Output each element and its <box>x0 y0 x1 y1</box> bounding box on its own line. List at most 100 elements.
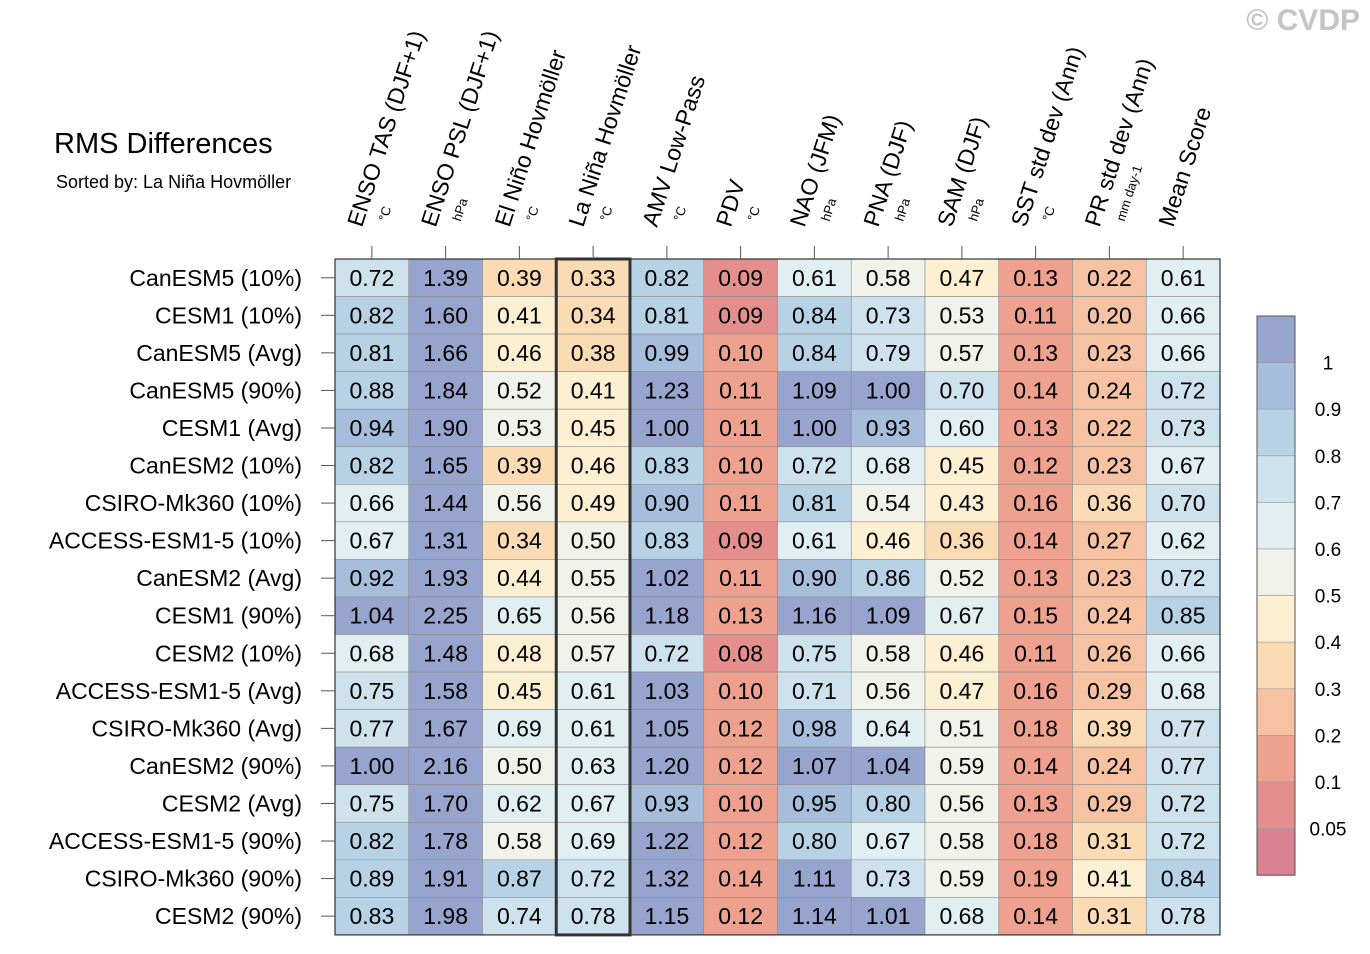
cell-value-label: 0.16 <box>1013 678 1058 704</box>
cell-value-label: 0.70 <box>939 377 984 403</box>
cell-value-label: 0.23 <box>1087 453 1132 479</box>
cell-value-label: 1.70 <box>423 790 468 816</box>
heatmap-cell <box>1145 897 1221 936</box>
cell-value-label: 0.78 <box>1161 903 1206 929</box>
cell-value-label: 0.23 <box>1087 565 1132 591</box>
cell-value-label: 1.67 <box>423 715 468 741</box>
cell-value-label: 0.11 <box>719 565 762 591</box>
heatmap-cell <box>850 408 926 448</box>
cell-value-label: 0.75 <box>792 640 837 666</box>
heatmap-cell <box>334 333 410 372</box>
heatmap-cell <box>703 371 778 410</box>
cell-value-label: 0.67 <box>571 790 616 816</box>
cell-value-label: 0.20 <box>1087 302 1132 328</box>
cell-value-label: 0.68 <box>1161 678 1206 704</box>
heatmap-cell <box>777 596 852 635</box>
heatmap-cell <box>850 859 926 898</box>
cell-value-label: 1.18 <box>644 603 689 629</box>
heatmap-cell <box>555 408 631 448</box>
heatmap-cell <box>408 897 483 936</box>
cell-value-label: 0.89 <box>349 866 394 892</box>
cell-value-label: 1.22 <box>644 828 689 854</box>
cell-value-label: 1.09 <box>866 603 911 629</box>
cell-value-label: 0.29 <box>1087 790 1132 816</box>
heatmap-cell <box>924 446 1000 485</box>
cell-value-label: 1.00 <box>644 415 689 441</box>
heatmap-cell <box>850 897 926 936</box>
cell-value-label: 0.84 <box>1161 866 1206 892</box>
heatmap-cell <box>998 821 1073 861</box>
column-label: PDV <box>711 176 751 230</box>
cell-value-label: 1.39 <box>423 265 468 291</box>
heatmap-cell <box>482 333 557 372</box>
cell-value-label: 0.13 <box>1013 415 1058 441</box>
heatmap-cell <box>555 333 631 372</box>
heatmap-cell <box>703 671 778 710</box>
heatmap-cell <box>482 746 557 786</box>
heatmap-cell <box>555 521 631 560</box>
column-unit-label: hPa <box>449 196 471 223</box>
cell-value-label: 0.95 <box>792 790 837 816</box>
cell-value-label: 0.24 <box>1087 377 1132 403</box>
column-unit-label: °C <box>523 204 542 223</box>
heatmap-cell <box>703 408 778 448</box>
cell-value-label: 0.61 <box>792 528 837 554</box>
heatmap-cell <box>555 671 631 710</box>
row-label: CESM2 (90%) <box>155 903 302 929</box>
cell-value-label: 0.24 <box>1087 603 1132 629</box>
cell-value-label: 0.11 <box>1014 302 1057 328</box>
cell-value-label: 0.23 <box>1087 340 1132 366</box>
cell-value-label: 0.13 <box>1013 565 1058 591</box>
colorbar-swatch <box>1256 502 1296 550</box>
heatmap-cell <box>1145 408 1221 448</box>
cell-value-label: 0.78 <box>571 903 616 929</box>
heatmap-cell <box>629 821 705 861</box>
cell-value-label: 0.38 <box>571 340 616 366</box>
heatmap-cell <box>629 784 705 823</box>
colorbar-swatch <box>1256 362 1296 410</box>
colorbar-swatch <box>1256 688 1296 736</box>
cell-value-label: 0.10 <box>718 453 763 479</box>
chart-title: RMS Differences <box>54 128 273 160</box>
cell-value-label: 0.67 <box>349 528 394 554</box>
row-label: CanESM2 (Avg) <box>136 565 302 591</box>
heatmap-cell <box>1145 371 1221 410</box>
cell-value-label: 0.93 <box>866 415 911 441</box>
heatmap-cell <box>924 483 1000 523</box>
heatmap-cell <box>1072 559 1147 598</box>
cell-value-label: 0.74 <box>497 903 542 929</box>
cell-value-label: 0.14 <box>1013 753 1058 779</box>
heatmap-cell <box>777 408 852 448</box>
heatmap-cell <box>777 296 852 335</box>
cell-value-label: 0.90 <box>644 490 689 516</box>
cell-value-label: 0.73 <box>1161 415 1206 441</box>
heatmap-cell <box>998 446 1073 485</box>
column-label: ENSO TAS (DJF+1) <box>342 27 430 229</box>
cell-value-label: 0.33 <box>571 265 616 291</box>
cell-value-label: 0.11 <box>719 377 762 403</box>
heatmap-cell <box>998 859 1073 898</box>
colorbar-tick-label: 1 <box>1323 354 1334 375</box>
heatmap-cell <box>703 821 778 861</box>
heatmap-cell <box>1072 521 1147 560</box>
cell-value-label: 1.58 <box>423 678 468 704</box>
column-unit-label: hPa <box>892 196 914 223</box>
heatmap-cell <box>1072 596 1147 635</box>
row-label: CESM1 (10%) <box>155 302 302 328</box>
colorbar-swatch <box>1256 455 1296 503</box>
heatmap-cell <box>408 559 483 598</box>
cell-value-label: 0.51 <box>939 715 984 741</box>
row-label: CESM2 (10%) <box>155 640 302 666</box>
cell-value-label: 0.72 <box>1161 565 1206 591</box>
cell-value-label: 1.05 <box>644 715 689 741</box>
cell-value-label: 1.11 <box>793 866 836 892</box>
cell-value-label: 0.57 <box>571 640 616 666</box>
heatmap-cell <box>998 521 1073 560</box>
cell-value-label: 0.69 <box>497 715 542 741</box>
heatmap-cell <box>1145 634 1221 673</box>
heatmap-cell <box>777 371 852 410</box>
cell-value-label: 0.46 <box>939 640 984 666</box>
cell-value-label: 0.45 <box>571 415 616 441</box>
heatmap-cell <box>998 784 1073 823</box>
row-label: CanESM5 (Avg) <box>136 340 302 366</box>
